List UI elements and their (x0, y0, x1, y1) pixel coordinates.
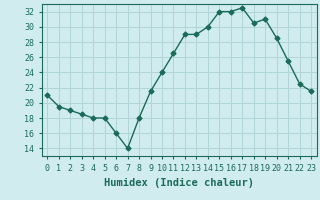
X-axis label: Humidex (Indice chaleur): Humidex (Indice chaleur) (104, 178, 254, 188)
